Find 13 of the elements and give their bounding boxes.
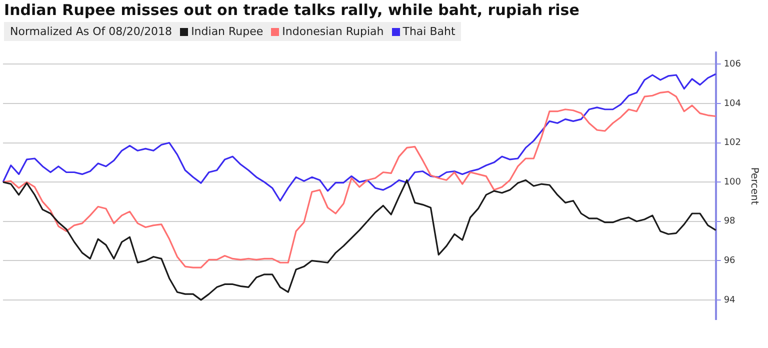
- y-tick-label: 100: [724, 177, 742, 188]
- legend-label: Indonesian Rupiah: [282, 25, 384, 38]
- legend-label: Indian Rupee: [191, 25, 264, 38]
- y-tick-label: 94: [724, 295, 736, 306]
- legend-title: Normalized As Of 08/20/2018: [10, 25, 172, 38]
- y-tick-label: 106: [724, 60, 742, 70]
- legend-label: Thai Baht: [402, 25, 456, 38]
- y-tick-label: 98: [724, 216, 736, 227]
- y-axis-title: Percent: [748, 167, 760, 205]
- y-tick-label: 96: [724, 256, 736, 266]
- y-tick-label: 104: [724, 98, 742, 109]
- y-tick-label: 102: [724, 138, 742, 148]
- chart-title: Indian Rupee misses out on trade talks rally, while baht, rupiah rise: [3, 0, 580, 20]
